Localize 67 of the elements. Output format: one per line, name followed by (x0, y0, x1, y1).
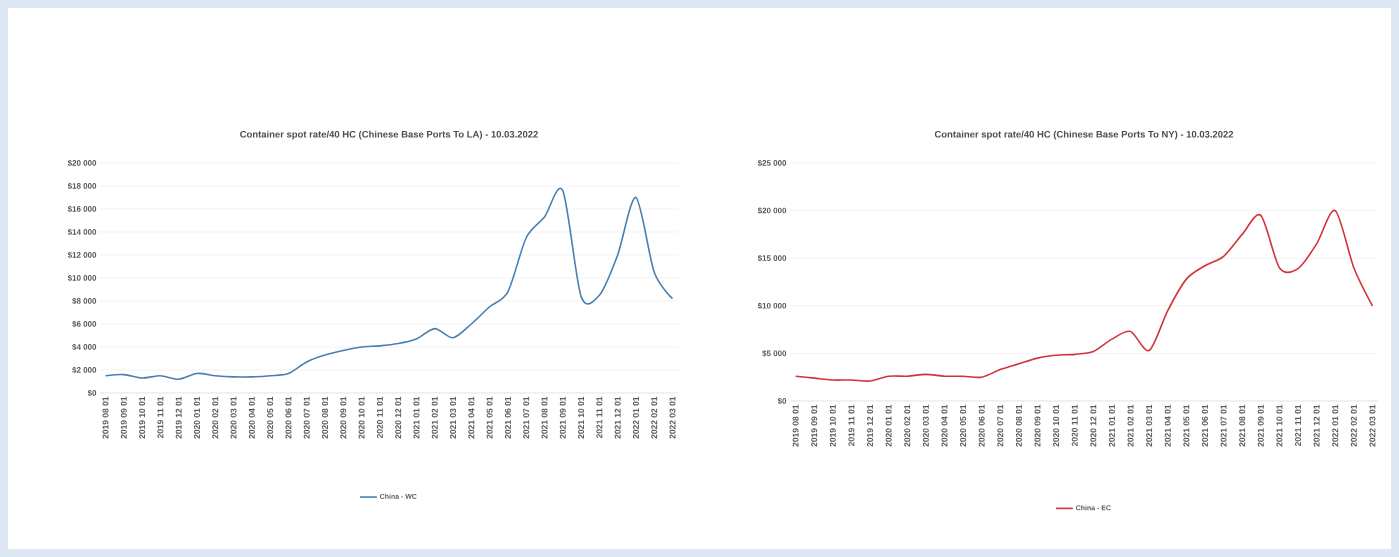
x-tick-label: 2019 12 01 (867, 404, 874, 447)
x-tick-label: 2020 11 01 (1071, 404, 1078, 447)
x-tick-label: 2021 10 01 (578, 396, 585, 439)
x-tick-label: 2021 02 01 (431, 396, 438, 439)
x-tick-label: 2022 03 01 (1369, 404, 1376, 447)
x-tick-label: 2021 05 01 (1183, 404, 1190, 447)
x-tick-label: 2020 03 01 (922, 404, 929, 447)
x-tick-label: 2020 04 01 (941, 404, 948, 447)
x-tick-label: 2021 08 01 (1239, 404, 1246, 447)
x-tick-label: 2021 03 01 (1146, 404, 1153, 447)
x-tick-label: 2020 12 01 (395, 396, 402, 439)
x-tick-label: 2019 12 01 (175, 396, 182, 439)
x-tick-label: 2020 08 01 (322, 396, 328, 439)
x-tick-label: 2020 02 01 (904, 404, 911, 447)
line-series (794, 209, 1374, 382)
x-tick-label: 2020 12 01 (1090, 404, 1097, 447)
x-tick-label: 2022 02 01 (1350, 404, 1357, 447)
x-tick-label: 2020 05 01 (267, 396, 274, 439)
x-tick-label: 2021 05 01 (486, 396, 493, 439)
x-tick-label: 2020 01 01 (193, 396, 200, 439)
x-tick-label: 2020 09 01 (1034, 404, 1041, 447)
x-tick-label: 2021 01 01 (1108, 404, 1115, 447)
x-tick-label: 2020 11 01 (376, 396, 383, 439)
x-tick-label: 2019 11 01 (157, 396, 164, 439)
x-tick-label: 2019 09 01 (120, 396, 127, 439)
x-tick-label: 2021 02 01 (1127, 404, 1134, 447)
x-tick-label: 2020 03 01 (230, 396, 237, 439)
x-tick-label: 2021 01 01 (413, 396, 420, 439)
x-tick-label: 2020 10 01 (358, 396, 365, 439)
x-tick-label: 2021 07 01 (1220, 404, 1227, 447)
x-tick-label: 2022 03 01 (669, 396, 676, 439)
x-tick-label: 2021 07 01 (523, 396, 530, 439)
x-tick-label: 2021 12 01 (1313, 404, 1320, 447)
x-tick-label: 2021 11 01 (1295, 404, 1301, 447)
x-tick-label: 2021 06 01 (504, 396, 511, 439)
chart-title: Container spot rate/40 HC (Chinese Base Ports To NY) - 10.03.2022 (934, 130, 1234, 140)
x-tick-label: 2021 11 01 (596, 396, 603, 439)
x-tick-label: 2021 08 01 (541, 396, 548, 439)
x-tick-label: 2019 11 01 (848, 404, 855, 447)
x-tick-label: 2020 04 01 (248, 396, 255, 439)
x-tick-label: 2020 06 01 (285, 396, 292, 439)
x-tick-label: 2022 01 01 (632, 396, 639, 439)
x-tick-label: 2021 04 01 (1164, 404, 1171, 447)
x-tick-label: 2020 08 01 (1015, 404, 1022, 447)
x-tick-label: 2019 10 01 (829, 404, 836, 447)
x-tick-label: 2020 07 01 (997, 404, 1004, 447)
x-tick-label: 2021 09 01 (1257, 404, 1264, 447)
x-tick-label: 2019 08 01 (792, 404, 799, 447)
x-tick-label: 2019 10 01 (139, 396, 146, 439)
x-tick-label: 2020 05 01 (960, 404, 967, 447)
x-tick-label: 2022 01 01 (1332, 404, 1339, 447)
x-tick-label: 2021 06 01 (1201, 404, 1208, 447)
chart-title: Container spot rate/40 HC (Chinese Base Ports To LA) - 10.03.2022 (240, 130, 538, 140)
x-tick-label: 2019 08 01 (102, 396, 109, 439)
x-tick-label: 2019 09 01 (811, 404, 818, 447)
x-tick-label: 2021 10 01 (1276, 404, 1283, 447)
x-tick-label: 2020 01 01 (885, 404, 892, 447)
x-tick-label: 2020 07 01 (303, 396, 310, 439)
x-tick-label: 2020 06 01 (978, 404, 985, 447)
x-tick-label: 2021 04 01 (468, 396, 475, 439)
x-tick-label: 2020 02 01 (212, 396, 219, 439)
x-tick-label: 2021 09 01 (559, 396, 566, 439)
x-tick-label: 2020 09 01 (340, 396, 347, 439)
x-tick-label: 2021 03 01 (450, 396, 457, 439)
x-tick-label: 2021 12 01 (614, 396, 621, 439)
x-tick-label: 2020 10 01 (1053, 404, 1060, 447)
x-tick-label: 2022 02 01 (651, 396, 658, 439)
